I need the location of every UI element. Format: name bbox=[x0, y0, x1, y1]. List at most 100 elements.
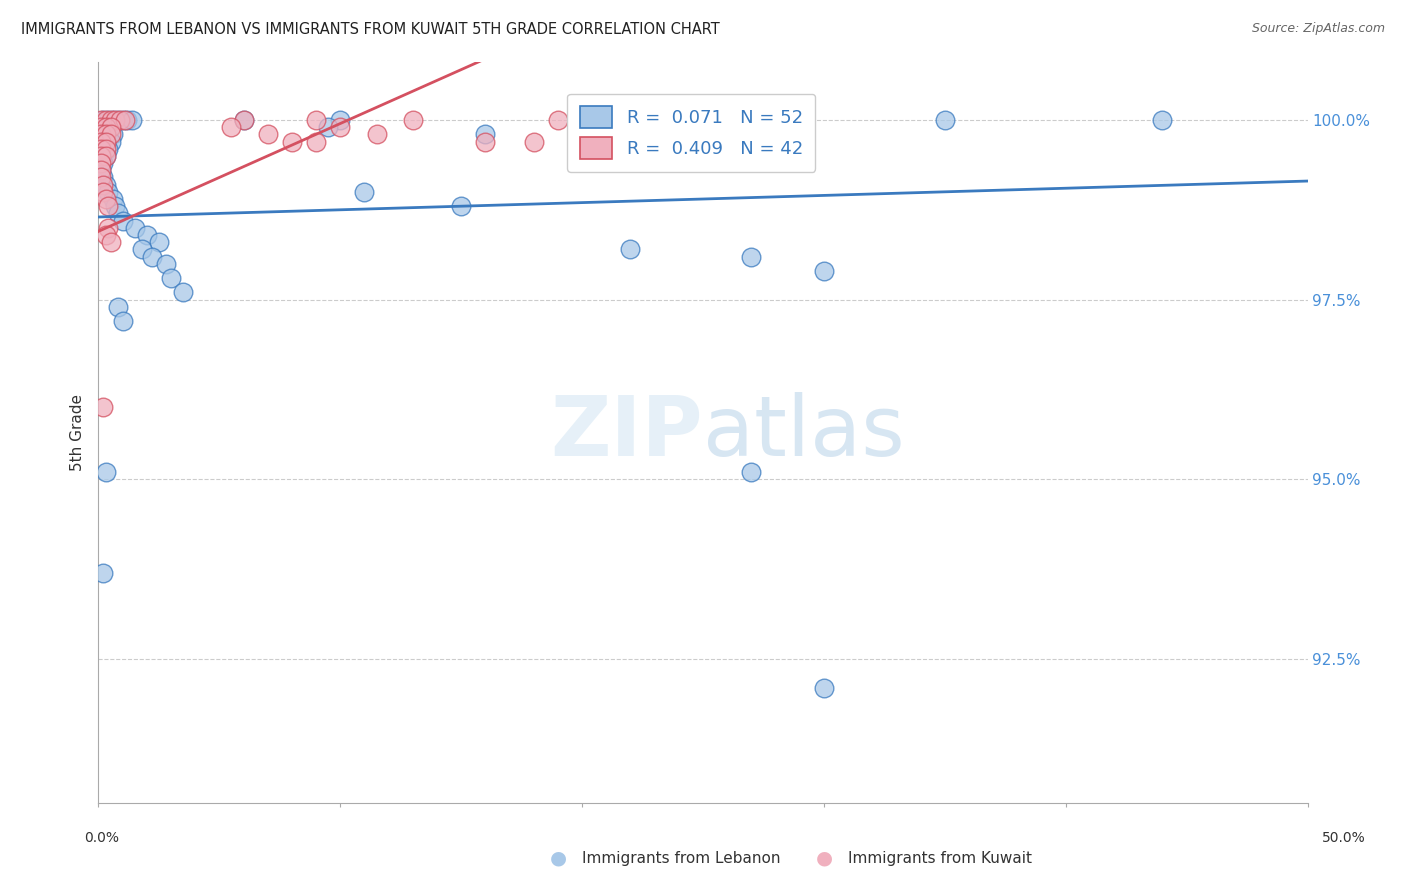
Point bbox=[256, 128, 278, 142]
Text: ●: ● bbox=[815, 849, 832, 868]
Point bbox=[172, 285, 194, 300]
Point bbox=[111, 213, 134, 227]
Point bbox=[100, 235, 122, 249]
Point bbox=[124, 220, 146, 235]
Point bbox=[547, 112, 569, 127]
Point bbox=[813, 264, 835, 278]
Point bbox=[94, 149, 117, 163]
Point bbox=[160, 271, 183, 285]
Point bbox=[91, 566, 114, 580]
Point bbox=[148, 235, 170, 249]
Point bbox=[305, 135, 328, 149]
Point bbox=[104, 112, 127, 127]
Point bbox=[90, 142, 112, 156]
Point bbox=[114, 112, 136, 127]
Point bbox=[97, 142, 120, 156]
Point bbox=[91, 156, 114, 170]
Point bbox=[100, 112, 122, 127]
Text: 50.0%: 50.0% bbox=[1322, 831, 1367, 846]
Text: Source: ZipAtlas.com: Source: ZipAtlas.com bbox=[1251, 22, 1385, 36]
Point bbox=[595, 112, 617, 127]
Point bbox=[121, 112, 143, 127]
Point bbox=[107, 206, 129, 220]
Point bbox=[97, 220, 120, 235]
Point bbox=[474, 128, 496, 142]
Point bbox=[523, 135, 546, 149]
Point bbox=[107, 112, 129, 127]
Text: IMMIGRANTS FROM LEBANON VS IMMIGRANTS FROM KUWAIT 5TH GRADE CORRELATION CHART: IMMIGRANTS FROM LEBANON VS IMMIGRANTS FR… bbox=[21, 22, 720, 37]
Point bbox=[100, 135, 122, 149]
Text: Immigrants from Kuwait: Immigrants from Kuwait bbox=[848, 851, 1032, 866]
Point bbox=[450, 199, 472, 213]
Point bbox=[90, 156, 112, 170]
Text: 0.0%: 0.0% bbox=[84, 831, 118, 846]
Point bbox=[90, 112, 112, 127]
Point bbox=[131, 243, 153, 257]
Point bbox=[111, 314, 134, 328]
Point bbox=[91, 401, 114, 415]
Point bbox=[111, 112, 134, 127]
Point bbox=[281, 135, 304, 149]
Point bbox=[232, 112, 254, 127]
Point bbox=[90, 120, 112, 135]
Point bbox=[94, 178, 117, 192]
Point bbox=[353, 185, 375, 199]
Point bbox=[90, 128, 112, 142]
Point bbox=[97, 185, 120, 199]
Point bbox=[94, 149, 117, 163]
Point bbox=[91, 170, 114, 185]
Point bbox=[104, 199, 127, 213]
Point bbox=[90, 120, 112, 135]
Point bbox=[740, 250, 762, 264]
Point bbox=[100, 120, 122, 135]
Point bbox=[101, 128, 124, 142]
Point bbox=[101, 112, 124, 127]
Point bbox=[1152, 112, 1174, 127]
Point bbox=[934, 112, 956, 127]
Point bbox=[90, 135, 112, 149]
Text: ZIP: ZIP bbox=[551, 392, 703, 473]
Text: Immigrants from Lebanon: Immigrants from Lebanon bbox=[582, 851, 780, 866]
Point bbox=[402, 112, 425, 127]
Point bbox=[90, 163, 112, 178]
Y-axis label: 5th Grade: 5th Grade bbox=[70, 394, 86, 471]
Point bbox=[619, 243, 641, 257]
Point bbox=[316, 120, 339, 135]
Point bbox=[97, 112, 120, 127]
Point bbox=[90, 170, 112, 185]
Point bbox=[90, 149, 112, 163]
Point bbox=[94, 142, 117, 156]
Point bbox=[107, 300, 129, 314]
Point bbox=[329, 112, 352, 127]
Legend: R =  0.071   N = 52, R =  0.409   N = 42: R = 0.071 N = 52, R = 0.409 N = 42 bbox=[567, 94, 815, 172]
Text: atlas: atlas bbox=[703, 392, 904, 473]
Point bbox=[101, 192, 124, 206]
Point bbox=[94, 120, 117, 135]
Point bbox=[740, 465, 762, 479]
Point bbox=[91, 128, 114, 142]
Point bbox=[94, 135, 117, 149]
Point bbox=[329, 120, 352, 135]
Point bbox=[90, 163, 112, 178]
Point bbox=[474, 135, 496, 149]
Point bbox=[94, 227, 117, 242]
Point bbox=[94, 112, 117, 127]
Point bbox=[232, 112, 254, 127]
Text: ●: ● bbox=[550, 849, 567, 868]
Point bbox=[90, 135, 112, 149]
Point bbox=[135, 227, 157, 242]
Point bbox=[94, 135, 117, 149]
Point bbox=[141, 250, 163, 264]
Point bbox=[668, 112, 690, 127]
Point bbox=[100, 120, 122, 135]
Point bbox=[94, 120, 117, 135]
Point bbox=[91, 178, 114, 192]
Point bbox=[108, 112, 131, 127]
Point bbox=[90, 149, 112, 163]
Point bbox=[91, 185, 114, 199]
Point bbox=[91, 142, 114, 156]
Point bbox=[117, 112, 139, 127]
Point bbox=[94, 128, 117, 142]
Point bbox=[366, 128, 388, 142]
Point bbox=[155, 257, 177, 271]
